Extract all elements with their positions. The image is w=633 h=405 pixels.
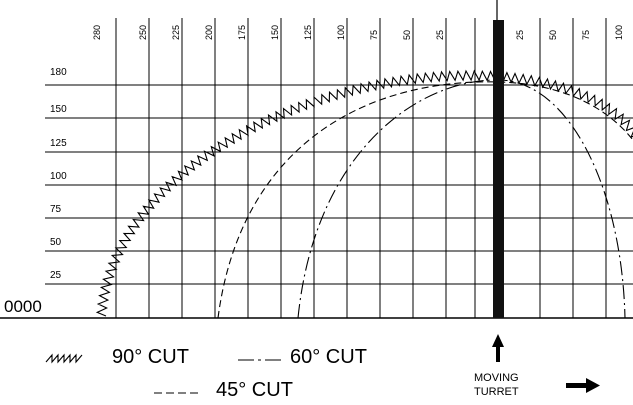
left-tick-label: 180 [50, 67, 67, 78]
legend: 90° CUT 60° CUT 45° CUT [45, 346, 367, 401]
left-tick-label: 50 [50, 237, 62, 248]
left-tick-labels: 180 150 125 100 75 50 25 [50, 67, 67, 281]
top-tick-label: 100 [614, 25, 624, 40]
left-tick-label: 125 [50, 138, 67, 149]
moving-turret-bar [493, 20, 504, 318]
cut-45-curve [217, 81, 633, 319]
up-arrow-icon [492, 334, 504, 347]
top-tick-label: 50 [548, 30, 558, 40]
top-tick-label: 100 [336, 25, 346, 40]
left-tick-label: 75 [50, 204, 62, 215]
top-tick-labels: 280 250 225 200 175 150 125 100 75 50 25… [92, 25, 624, 40]
cut-90-curve [95, 69, 633, 317]
grid-horizontal-lines [0, 84, 633, 319]
moving-turret-annotation: MOVING TURRET [474, 334, 600, 398]
up-arrow-shaft [496, 346, 500, 362]
top-tick-label: 75 [581, 30, 591, 40]
top-tick-label: 125 [303, 25, 313, 40]
turret-label-line1: MOVING [474, 372, 519, 384]
origin-label: 0000 [4, 297, 42, 316]
top-tick-label: 200 [204, 25, 214, 40]
top-tick-label: 50 [402, 30, 412, 40]
turret-label-line2: TURRET [474, 386, 519, 398]
top-tick-label: 25 [515, 30, 525, 40]
right-arrow-icon [586, 378, 600, 393]
top-tick-label: 250 [138, 25, 148, 40]
legend-90-swatch [45, 353, 83, 364]
top-tick-label: 25 [435, 30, 445, 40]
top-tick-label: 280 [92, 25, 102, 40]
top-tick-label: 75 [369, 30, 379, 40]
legend-45-label: 45° CUT [216, 379, 293, 401]
left-tick-label: 100 [50, 171, 67, 182]
top-tick-label: 150 [270, 25, 280, 40]
left-tick-label: 150 [50, 104, 67, 115]
legend-90-label: 90° CUT [112, 346, 189, 368]
top-tick-label: 175 [237, 25, 247, 40]
left-tick-label: 25 [50, 270, 62, 281]
right-arrow-shaft [566, 383, 586, 388]
top-tick-label: 225 [171, 25, 181, 40]
legend-60-label: 60° CUT [290, 346, 367, 368]
